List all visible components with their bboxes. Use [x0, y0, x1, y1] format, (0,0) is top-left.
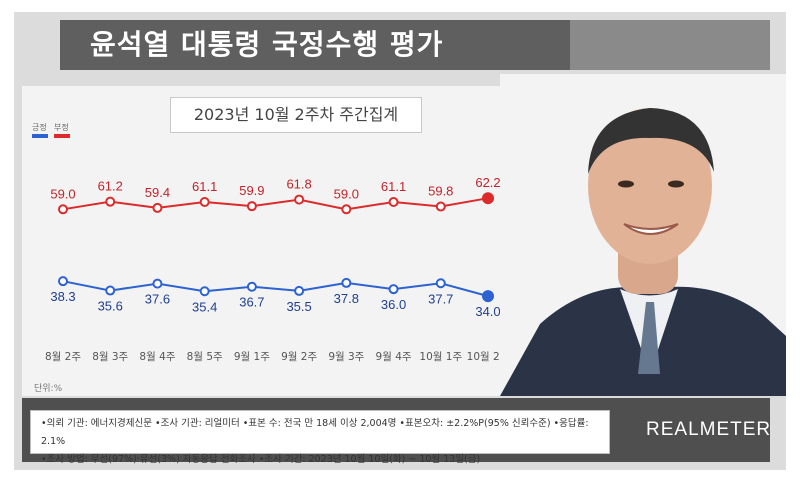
- data-label-positive: 36.0: [381, 297, 406, 312]
- legend-label-negative: 부정: [54, 123, 69, 132]
- data-label-negative: 59.4: [145, 185, 170, 200]
- data-label-positive: 34.0: [475, 304, 500, 319]
- survey-info-line-2: •조사 방법: 무선(97%)·유선(3%) 자동응답 전화조사 •조사 기간:…: [41, 454, 481, 465]
- data-point-positive: [482, 290, 494, 303]
- president-photo: [500, 74, 786, 396]
- data-label-negative: 61.8: [286, 177, 311, 192]
- data-label-negative: 59.9: [239, 183, 264, 198]
- chart-legend: 긍정 부정: [32, 122, 70, 138]
- data-point-negative: [294, 194, 305, 205]
- data-point-negative: [482, 192, 494, 205]
- data-point-negative: [388, 197, 399, 208]
- data-label-positive: 36.7: [239, 295, 264, 310]
- x-tick-label: 9월 1주: [234, 351, 270, 363]
- data-label-positive: 37.7: [428, 291, 453, 306]
- chart-subtitle: 2023년 10월 2주차 주간집계: [170, 97, 422, 133]
- data-point-positive: [152, 278, 163, 289]
- data-point-positive: [58, 276, 68, 287]
- survey-info-line-1: •의뢰 기관: 에너지경제신문 •조사 기관: 리얼미터 •표본 수: 전국 만…: [41, 418, 589, 447]
- data-point-negative: [105, 196, 116, 207]
- data-label-negative: 61.2: [98, 179, 123, 194]
- data-point-positive: [199, 286, 210, 297]
- data-point-negative: [341, 204, 352, 215]
- legend-label-positive: 긍정: [32, 123, 47, 132]
- series-line-negative: [62, 197, 489, 211]
- x-tick-label: 9월 2주: [281, 351, 317, 363]
- data-label-positive: 38.3: [50, 289, 75, 304]
- x-tick-label: 8월 2주: [45, 351, 81, 363]
- x-tick-label: 9월 4주: [376, 351, 412, 363]
- page-title: 윤석열 대통령 국정수행 평가: [60, 20, 570, 70]
- data-point-positive: [294, 285, 305, 296]
- data-label-negative: 59.0: [50, 186, 75, 201]
- survey-info-box: •의뢰 기관: 에너지경제신문 •조사 기관: 리얼미터 •표본 수: 전국 만…: [30, 410, 610, 465]
- data-label-negative: 59.8: [428, 184, 453, 199]
- data-label-positive: 37.8: [334, 291, 359, 306]
- data-label-negative: 62.2: [475, 175, 500, 190]
- legend-swatch-negative: [54, 134, 70, 138]
- x-tick-label: 10월 2주: [467, 351, 510, 363]
- x-tick-label: 8월 3주: [92, 351, 128, 363]
- title-bar-right: [570, 20, 770, 70]
- legend-item-negative: 부정: [54, 122, 70, 138]
- data-point-negative: [58, 204, 68, 215]
- data-point-negative: [152, 202, 163, 213]
- data-point-negative: [199, 197, 210, 208]
- data-label-positive: 35.4: [192, 299, 217, 314]
- data-label-positive: 37.6: [145, 292, 170, 307]
- legend-swatch-positive: [32, 134, 48, 138]
- data-point-positive: [435, 278, 446, 289]
- data-label-positive: 35.5: [286, 299, 311, 314]
- series-line-positive: [62, 280, 489, 298]
- data-point-positive: [105, 285, 116, 296]
- x-tick-label: 10월 1주: [419, 351, 462, 363]
- data-label-negative: 61.1: [381, 179, 406, 194]
- data-label-positive: 35.6: [98, 299, 123, 314]
- data-point-positive: [341, 277, 352, 288]
- data-point-negative: [435, 201, 446, 212]
- x-tick-label: 8월 4주: [139, 351, 175, 363]
- data-point-negative: [246, 201, 257, 212]
- legend-item-positive: 긍정: [32, 122, 48, 138]
- x-tick-label: 9월 3주: [328, 351, 364, 363]
- data-label-negative: 61.1: [192, 179, 217, 194]
- unit-label: 단위:%: [34, 384, 63, 394]
- x-tick-label: 8월 5주: [187, 351, 223, 363]
- data-point-positive: [388, 284, 399, 295]
- data-point-positive: [246, 281, 257, 292]
- brand-logo: REALMETER: [646, 419, 772, 440]
- data-label-negative: 59.0: [334, 186, 359, 201]
